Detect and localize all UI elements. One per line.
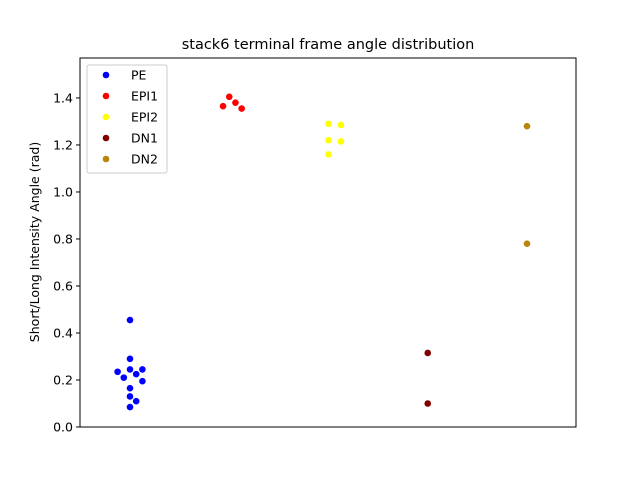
y-tick-label: 1.4 bbox=[53, 90, 73, 105]
data-point-epi1 bbox=[225, 93, 233, 101]
legend-label-epi2: EPI2 bbox=[131, 110, 158, 125]
data-point-pe bbox=[126, 393, 134, 400]
data-point-pe bbox=[132, 370, 140, 378]
y-tick-label: 1.2 bbox=[53, 137, 73, 152]
data-point-epi2 bbox=[325, 136, 332, 144]
chart-title: stack6 terminal frame angle distribution bbox=[182, 37, 475, 53]
axes-frame bbox=[79, 57, 577, 428]
legend-label-dn2: DN2 bbox=[131, 152, 158, 167]
data-point-pe bbox=[126, 355, 134, 363]
legend-marker-dn1 bbox=[102, 134, 110, 142]
legend: PE EPI1 EPI2 DN1 DN2 bbox=[86, 64, 168, 174]
data-point-epi2 bbox=[325, 120, 332, 128]
data-point-pe bbox=[132, 397, 140, 405]
data-point-dn2 bbox=[523, 122, 531, 130]
y-tick-label: 0.6 bbox=[53, 278, 73, 293]
legend-label-epi1: EPI1 bbox=[131, 89, 158, 104]
data-point-epi1 bbox=[219, 102, 227, 110]
y-tick-label: 1.0 bbox=[53, 184, 73, 199]
data-point-pe bbox=[126, 384, 134, 392]
y-tick-label: 0.8 bbox=[53, 231, 73, 246]
data-point-pe bbox=[126, 403, 134, 411]
data-point-epi2 bbox=[337, 121, 345, 129]
data-point-dn2 bbox=[523, 240, 531, 247]
y-tick-label: 0.2 bbox=[53, 372, 73, 387]
y-tick-label: 0.4 bbox=[53, 325, 73, 340]
plot-area bbox=[79, 57, 577, 428]
data-point-pe bbox=[120, 374, 128, 381]
data-point-pe bbox=[126, 316, 134, 324]
y-axis-label: Short/Long Intensity Angle (rad) bbox=[27, 142, 42, 342]
legend-marker-pe bbox=[102, 71, 110, 79]
legend-marker-dn2 bbox=[102, 155, 110, 163]
data-point-pe bbox=[139, 366, 146, 373]
data-point-epi2 bbox=[325, 151, 332, 158]
data-point-pe bbox=[126, 366, 134, 373]
data-point-dn1 bbox=[424, 349, 432, 357]
data-point-pe bbox=[139, 377, 146, 385]
y-tick-label: 0.0 bbox=[53, 420, 73, 435]
data-point-pe bbox=[114, 368, 121, 376]
legend-label-pe: PE bbox=[131, 68, 147, 83]
legend-marker-epi2 bbox=[102, 113, 110, 121]
data-point-epi1 bbox=[232, 99, 239, 106]
legend-box bbox=[86, 64, 168, 174]
data-point-epi2 bbox=[337, 138, 345, 145]
data-point-epi1 bbox=[238, 105, 245, 112]
data-point-dn1 bbox=[424, 400, 432, 407]
y-axis: 0.0 0.2 0.4 0.6 0.8 1.0 1.2 1.4 bbox=[53, 90, 80, 435]
legend-label-dn1: DN1 bbox=[131, 131, 158, 146]
legend-marker-epi1 bbox=[102, 92, 110, 100]
